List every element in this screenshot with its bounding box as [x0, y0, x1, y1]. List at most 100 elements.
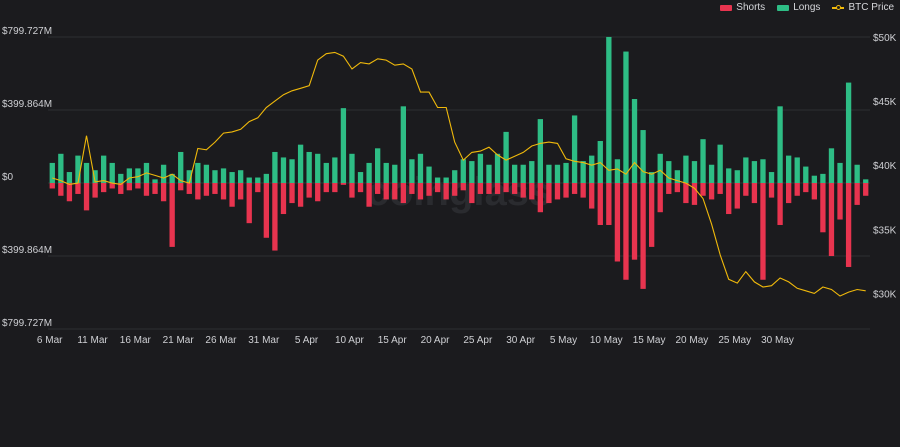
short-bar	[563, 183, 569, 198]
long-bar	[614, 159, 621, 183]
long-bar	[238, 170, 244, 183]
x-tick-label: 10 Apr	[335, 335, 365, 346]
btc-price-line	[52, 51, 866, 297]
short-bar	[400, 183, 406, 204]
short-bar	[195, 183, 201, 200]
short-bar	[152, 183, 158, 194]
long-bar	[135, 168, 141, 183]
short-bar	[837, 183, 843, 220]
long-bar	[512, 164, 518, 183]
short-bar	[717, 183, 723, 194]
long-bar	[751, 161, 758, 183]
long-bar	[306, 151, 312, 183]
short-bar	[623, 183, 629, 280]
short-bar	[452, 183, 458, 196]
short-bar	[332, 183, 338, 193]
long-bar	[820, 173, 826, 183]
long-bar	[340, 108, 347, 183]
short-bar	[409, 183, 415, 194]
x-tick-label: 31 Mar	[248, 335, 280, 346]
long-bar	[640, 130, 646, 183]
long-bar	[666, 161, 672, 183]
long-bar	[837, 162, 843, 183]
long-bar	[803, 166, 809, 183]
long-bar	[426, 166, 432, 183]
long-bar	[854, 164, 860, 183]
long-bar	[272, 151, 278, 183]
long-bar	[537, 119, 543, 183]
long-bar	[743, 157, 749, 183]
short-bar	[92, 183, 98, 198]
long-bar	[409, 159, 415, 183]
short-bar	[306, 183, 312, 198]
long-bar	[186, 170, 192, 183]
long-bar	[708, 164, 715, 183]
short-bar	[503, 183, 509, 193]
short-bar	[212, 183, 218, 194]
btc-price-swatch-icon	[832, 4, 845, 10]
short-bar	[469, 183, 475, 204]
short-bar	[383, 183, 389, 200]
short-bar	[135, 183, 141, 189]
long-bar	[349, 153, 355, 183]
short-bar	[708, 183, 715, 200]
long-bar	[631, 99, 638, 183]
short-bar	[357, 183, 364, 193]
short-bar	[443, 183, 449, 200]
short-bar	[66, 183, 73, 202]
short-bar	[649, 183, 655, 247]
short-bar	[726, 183, 732, 215]
y-left-tick-label: $0	[2, 172, 14, 183]
legend-item-shorts[interactable]: Shorts	[720, 2, 765, 13]
long-bar	[332, 157, 338, 183]
long-bar	[683, 155, 689, 183]
x-tick-label: 10 May	[590, 335, 623, 346]
long-bar	[169, 173, 175, 183]
short-bar	[811, 183, 817, 200]
short-bar	[580, 183, 586, 198]
short-bar	[169, 183, 175, 247]
y-right-tick-label: $40K	[873, 161, 897, 172]
long-bar	[375, 148, 381, 183]
long-bar	[366, 162, 372, 183]
short-bar	[246, 183, 252, 224]
short-bar	[83, 183, 90, 211]
long-bar	[392, 164, 398, 183]
watermark-text: coinglass	[367, 170, 552, 214]
short-bar	[494, 183, 501, 194]
short-bar	[229, 183, 235, 207]
long-bar	[66, 172, 73, 183]
short-bar	[794, 183, 800, 196]
short-bar	[143, 183, 150, 196]
y-left-tick-label: $799.727M	[2, 318, 52, 329]
short-bar	[803, 183, 809, 193]
short-bar	[631, 183, 638, 260]
y-right-tick-label: $35K	[873, 225, 897, 236]
legend-label-shorts: Shorts	[736, 2, 766, 13]
long-bar	[768, 172, 775, 183]
long-bar	[83, 162, 90, 183]
short-bar	[58, 183, 64, 196]
legend-item-btc-price[interactable]: BTC Price	[832, 2, 894, 13]
y-right-tick-label: $45K	[873, 97, 897, 108]
x-tick-label: 5 May	[550, 335, 577, 346]
legend-item-longs[interactable]: Longs	[777, 2, 820, 13]
long-bar	[246, 177, 252, 183]
short-bar	[323, 183, 329, 193]
y-right-tick-label: $30K	[873, 289, 897, 300]
long-bar	[623, 51, 629, 183]
short-bar	[546, 183, 552, 204]
short-bar	[126, 183, 132, 191]
long-bar	[383, 162, 389, 183]
long-bar	[717, 144, 723, 183]
short-bar	[734, 183, 740, 209]
short-bar	[220, 183, 227, 200]
long-bar	[92, 170, 98, 183]
long-bar	[811, 175, 817, 183]
long-bar	[75, 155, 81, 183]
long-bar	[229, 172, 235, 183]
long-bar	[580, 161, 586, 183]
long-bar	[760, 159, 766, 183]
y-left-tick-label: $399.864M	[2, 245, 52, 256]
